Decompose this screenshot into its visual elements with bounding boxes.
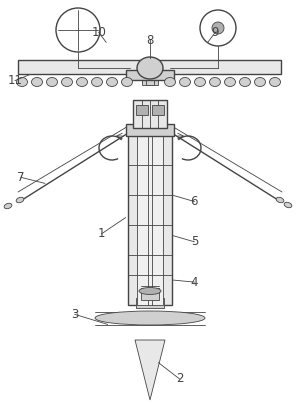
Bar <box>141 288 159 300</box>
Ellipse shape <box>225 77 236 87</box>
Text: 8: 8 <box>146 34 153 47</box>
Text: 1: 1 <box>98 227 106 240</box>
Ellipse shape <box>77 77 88 87</box>
Bar <box>136 298 164 308</box>
Ellipse shape <box>179 77 190 87</box>
Ellipse shape <box>269 77 280 87</box>
Ellipse shape <box>106 77 118 87</box>
Text: 2: 2 <box>176 372 183 385</box>
Text: 9: 9 <box>211 26 219 39</box>
Bar <box>146 75 154 85</box>
Text: 11: 11 <box>7 74 22 87</box>
Ellipse shape <box>164 77 176 87</box>
Ellipse shape <box>31 77 42 87</box>
Text: 10: 10 <box>91 26 106 39</box>
Ellipse shape <box>91 77 103 87</box>
Ellipse shape <box>95 311 205 325</box>
Polygon shape <box>135 340 165 400</box>
Bar <box>137 130 163 305</box>
Ellipse shape <box>254 77 266 87</box>
Bar <box>18 60 281 74</box>
Ellipse shape <box>121 77 132 87</box>
Ellipse shape <box>4 203 12 209</box>
Ellipse shape <box>276 197 284 203</box>
Bar <box>126 70 174 80</box>
Ellipse shape <box>137 57 163 79</box>
Text: 7: 7 <box>17 171 25 184</box>
Text: 6: 6 <box>190 195 198 208</box>
Ellipse shape <box>139 287 161 295</box>
Text: 3: 3 <box>71 308 78 321</box>
Ellipse shape <box>16 197 24 203</box>
Ellipse shape <box>195 77 205 87</box>
Bar <box>133 100 167 128</box>
Text: 5: 5 <box>191 235 198 248</box>
Ellipse shape <box>284 202 292 208</box>
Bar <box>126 124 174 136</box>
Bar <box>128 130 172 305</box>
Ellipse shape <box>16 77 28 87</box>
Ellipse shape <box>62 77 72 87</box>
Bar <box>152 105 164 115</box>
Text: 4: 4 <box>190 276 198 289</box>
Ellipse shape <box>47 77 57 87</box>
Bar <box>142 70 158 85</box>
Bar <box>136 105 148 115</box>
Circle shape <box>212 22 224 34</box>
Ellipse shape <box>239 77 251 87</box>
Ellipse shape <box>210 77 220 87</box>
